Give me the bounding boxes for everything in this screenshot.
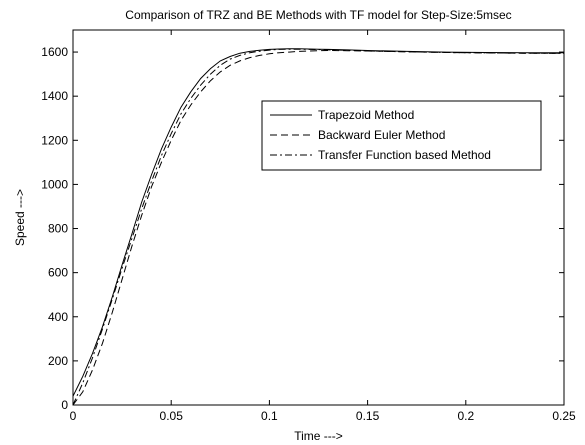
- legend-label-1: Trapezoid Method: [318, 108, 414, 122]
- legend: Trapezoid Method Backward Euler Method Tra…: [261, 100, 542, 171]
- chart-title: Comparison of TRZ and BE Methods with TF…: [125, 8, 511, 22]
- y-tick-label: 1000: [41, 177, 68, 191]
- y-tick-label: 200: [48, 354, 68, 368]
- series-line-3: [72, 48, 565, 406]
- y-tick-label: 800: [48, 222, 68, 236]
- axes-layer: [72, 29, 565, 406]
- plot-area: [73, 30, 564, 405]
- x-axis-label: Time --->: [294, 429, 343, 443]
- y-tick-label: 1200: [41, 133, 68, 147]
- x-tick-label: 0.25: [552, 409, 576, 423]
- y-tick-label: 400: [48, 310, 68, 324]
- x-tick-label: 0.2: [457, 409, 474, 423]
- legend-label-3: Transfer Function based Method: [318, 148, 491, 162]
- tick-layer: 0 0.05 0.1 0.15 0.2 0.25 0 200 400 600 800 1000 1200…: [41, 30, 576, 423]
- y-tick-label: 600: [48, 266, 68, 280]
- y-tick-label: 1400: [41, 89, 68, 103]
- y-axis-label: Speed --->: [13, 189, 27, 246]
- x-tick-label: 0: [70, 409, 77, 423]
- x-tick-label: 0.1: [261, 409, 278, 423]
- x-tick-label: 0.15: [356, 409, 380, 423]
- x-tick-label: 0.05: [160, 409, 184, 423]
- y-tick-label: 1600: [41, 45, 68, 59]
- y-tick-label: 0: [61, 398, 68, 412]
- axes-box: [72, 29, 565, 406]
- series-layer: [72, 48, 565, 406]
- legend-label-2: Backward Euler Method: [318, 128, 445, 142]
